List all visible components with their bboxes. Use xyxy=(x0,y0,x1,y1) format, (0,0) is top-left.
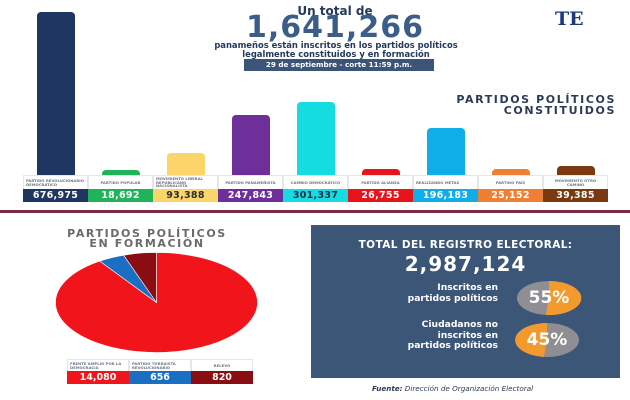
constituidos-bar-chart xyxy=(0,0,630,175)
total-registro-panel: TOTAL DEL REGISTRO ELECTORAL: 2,987,124 … xyxy=(311,225,620,378)
stat-inscritos-label-line-2: partidos políticos xyxy=(407,292,498,304)
te-logo: TE xyxy=(555,8,584,30)
pie-value-relevo: 820 xyxy=(191,371,253,384)
stat-no-inscritos-label-line-3: partidos políticos xyxy=(407,340,498,351)
subtitle-line-1: panameños están inscritos en los partido… xyxy=(214,40,458,50)
pie-value-frente-amplio: 14,080 xyxy=(67,371,129,384)
panel-title: TOTAL DEL REGISTRO ELECTORAL: xyxy=(358,239,573,251)
bar xyxy=(491,169,530,175)
bar-value-cambio-democratico: 301,337 xyxy=(283,189,348,202)
bar-label-panamenista: PARTIDO PANAMEÑISTA xyxy=(218,175,283,189)
stat-inscritos-label-line-1: Inscritos en xyxy=(437,282,498,293)
date-badge: 29 de septiembre - corte 11:59 p.m. xyxy=(244,59,434,71)
headline-subtitle: panameños están inscritos en los partido… xyxy=(170,41,502,59)
stat-no-inscritos-label-line-1: Ciudadanos no xyxy=(421,319,498,330)
bar-label-popular: PARTIDO POPULAR xyxy=(88,175,153,189)
formacion-pie-chart xyxy=(54,251,259,354)
bar-value-otro-camino: 39,385 xyxy=(543,189,608,202)
source-label: Fuente: xyxy=(372,384,403,393)
stat-inscritos-pie xyxy=(517,280,582,315)
bar-value-realizando-metas: 196,183 xyxy=(413,189,478,202)
pie-chart-graphic xyxy=(55,252,258,353)
formacion-title-line-2: EN FORMACIÓN xyxy=(89,237,205,250)
bar-label-molirena: MOVIMIENTO LIBERAL REPUBLICANO NACIONALI… xyxy=(153,175,218,189)
bar-value-pais: 25,152 xyxy=(478,189,543,202)
constituidos-title-line-1: PARTIDOS POLÍTICOS xyxy=(456,93,616,106)
stat-no-inscritos-label-line-2: inscritos en xyxy=(437,329,498,341)
bar-value-alianza: 26,755 xyxy=(348,189,413,202)
bar xyxy=(361,169,400,175)
bar-value-molirena: 93,388 xyxy=(153,189,218,202)
bar xyxy=(101,170,140,175)
bar-label-alianza: PARTIDO ALIANZA xyxy=(348,175,413,189)
subtitle-line-2: legalmente constituidos y en formación xyxy=(242,49,430,59)
formacion-title: PARTIDOS POLÍTICOS EN FORMACIÓN xyxy=(22,227,272,250)
bar xyxy=(556,166,595,175)
pie-label-relevo: RELEVO xyxy=(191,359,253,371)
pie-slice xyxy=(123,252,157,304)
stat-no-inscritos-label: Ciudadanos no inscritos en partidos polí… xyxy=(407,319,498,352)
bar-value-prd: 676,975 xyxy=(23,189,88,202)
pie-label-torrijista: PARTIDO TORRIJISTA REVOLUCIONARIO xyxy=(129,359,191,371)
section-divider xyxy=(0,210,630,213)
headline-intro: Un total de xyxy=(297,4,373,18)
headline-total: 1,641,266 xyxy=(246,10,424,45)
source-note: Fuente: Dirección de Organización Electo… xyxy=(372,384,533,393)
bar-value-panamenista: 247,843 xyxy=(218,189,283,202)
stat-inscritos-pct: 55% xyxy=(528,288,570,308)
pie-value-labels: 14,080 656 820 xyxy=(67,371,253,384)
bar-label-prd: PARTIDO REVOLUCIONARIO DEMOCRÁTICO xyxy=(23,175,88,189)
formacion-title-line-1: PARTIDOS POLÍTICOS xyxy=(67,227,227,240)
pie-label-frente-amplio: FRENTE AMPLIO POR LA DEMOCRACIA xyxy=(67,359,129,371)
bar xyxy=(426,128,465,175)
constituidos-title: PARTIDOS POLÍTICOS CONSTITUIDOS xyxy=(456,94,616,116)
bar-label-realizando-metas: REALIZANDO METAS xyxy=(413,175,478,189)
constituidos-title-line-2: CONSTITUIDOS xyxy=(503,104,616,117)
bar-label-cambio-democratico: CAMBIO DEMOCRÁTICO xyxy=(283,175,348,189)
panel-total-value: 2,987,124 xyxy=(404,252,527,276)
bar-value-labels: 676,975 18,692 93,388 247,843 301,337 26… xyxy=(23,189,608,202)
bar-value-popular: 18,692 xyxy=(88,189,153,202)
pie-category-labels: FRENTE AMPLIO POR LA DEMOCRACIA PARTIDO … xyxy=(67,359,253,371)
pie-value-torrijista: 656 xyxy=(129,371,191,384)
bar-label-otro-camino: MOVIMIENTO OTRO CAMINO xyxy=(543,175,608,189)
bar xyxy=(166,153,205,175)
source-text: Dirección de Organización Electoral xyxy=(402,384,534,393)
bar-category-labels: PARTIDO REVOLUCIONARIO DEMOCRÁTICO PARTI… xyxy=(23,175,608,189)
bar-label-pais: PARTIDO PAÍS xyxy=(478,175,543,189)
stat-no-inscritos-pct: 45% xyxy=(526,330,568,350)
bar xyxy=(296,102,335,175)
stat-no-inscritos-pie xyxy=(515,323,579,357)
stat-inscritos-label: Inscritos en partidos políticos xyxy=(407,282,498,304)
bar xyxy=(36,12,75,175)
bar xyxy=(231,115,270,175)
